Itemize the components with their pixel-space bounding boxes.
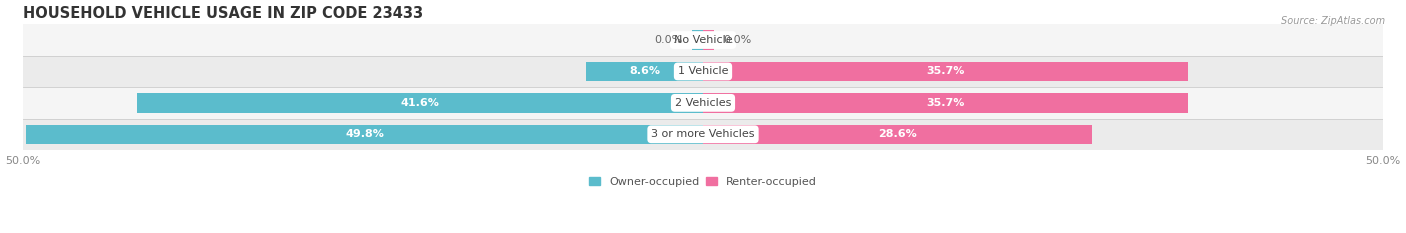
Text: 8.6%: 8.6% (628, 66, 659, 76)
Text: 28.6%: 28.6% (879, 129, 917, 139)
Bar (703, 62, 1188, 81)
Text: 3 or more Vehicles: 3 or more Vehicles (651, 129, 755, 139)
Bar (138, 93, 703, 113)
Bar (703, 30, 714, 50)
Text: 1 Vehicle: 1 Vehicle (678, 66, 728, 76)
Text: No Vehicle: No Vehicle (673, 35, 733, 45)
Text: 35.7%: 35.7% (927, 66, 965, 76)
Text: Source: ZipAtlas.com: Source: ZipAtlas.com (1281, 16, 1385, 26)
Bar (22, 24, 1384, 56)
Bar (25, 125, 703, 144)
Bar (22, 119, 1384, 150)
Bar (22, 56, 1384, 87)
Bar (586, 62, 703, 81)
Bar (22, 87, 1384, 119)
Text: 35.7%: 35.7% (927, 98, 965, 108)
Text: 41.6%: 41.6% (401, 98, 440, 108)
Bar (703, 93, 1188, 113)
Text: 0.0%: 0.0% (724, 35, 752, 45)
Text: 2 Vehicles: 2 Vehicles (675, 98, 731, 108)
Text: HOUSEHOLD VEHICLE USAGE IN ZIP CODE 23433: HOUSEHOLD VEHICLE USAGE IN ZIP CODE 2343… (22, 6, 423, 21)
Text: 0.0%: 0.0% (654, 35, 682, 45)
Legend: Owner-occupied, Renter-occupied: Owner-occupied, Renter-occupied (585, 172, 821, 191)
Bar (692, 30, 703, 50)
Text: 49.8%: 49.8% (344, 129, 384, 139)
Bar (703, 125, 1092, 144)
